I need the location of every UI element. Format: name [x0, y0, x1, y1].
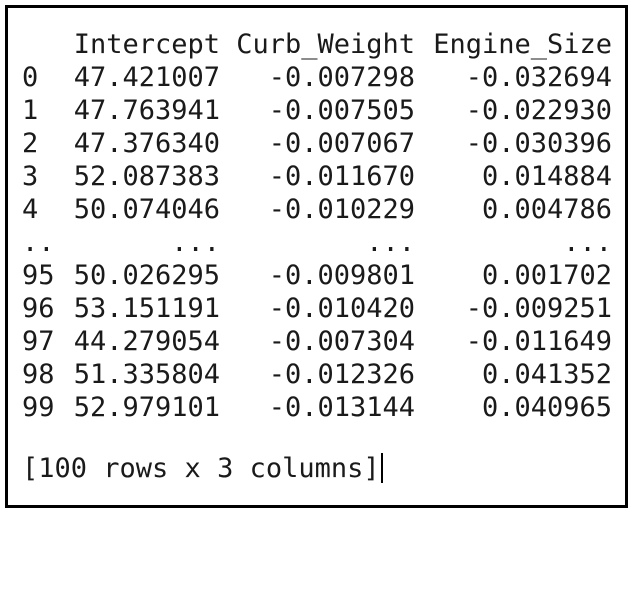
intercept-cell: 44.279054 [73, 326, 220, 357]
intercept-cell: 52.979101 [73, 392, 220, 423]
curb-weight-cell: ... [366, 227, 415, 258]
row-index: 1 [22, 95, 39, 126]
table-row: 98 51.335804 -0.012326 0.041352 [8, 358, 625, 391]
column-header-curb-weight: Curb_Weight [236, 29, 415, 60]
engine-size-cell: -0.032694 [465, 62, 612, 93]
table-row: 99 52.979101 -0.013144 0.040965 [8, 391, 625, 424]
column-header-engine-size: Engine_Size [433, 29, 612, 60]
row-index: 98 [22, 359, 55, 390]
table-header-row: Intercept Curb_Weight Engine_Size [8, 28, 625, 61]
row-index: 96 [22, 293, 55, 324]
row-index: 95 [22, 260, 55, 291]
curb-weight-cell: -0.010420 [268, 293, 415, 324]
engine-size-cell: -0.030396 [465, 128, 612, 159]
intercept-cell: 52.087383 [73, 161, 220, 192]
intercept-cell: 53.151191 [73, 293, 220, 324]
engine-size-cell: 0.001702 [481, 260, 612, 291]
engine-size-cell: -0.022930 [465, 95, 612, 126]
table-row: 97 44.279054 -0.007304 -0.011649 [8, 325, 625, 358]
table-row: 1 47.763941 -0.007505 -0.022930 [8, 94, 625, 127]
engine-size-cell: -0.009251 [465, 293, 612, 324]
column-header-intercept: Intercept [73, 29, 220, 60]
intercept-cell: 47.421007 [73, 62, 220, 93]
intercept-cell: 50.074046 [73, 194, 220, 225]
curb-weight-cell: -0.010229 [268, 194, 415, 225]
intercept-cell: 47.376340 [73, 128, 220, 159]
curb-weight-cell: -0.011670 [268, 161, 415, 192]
table-shape-summary: [100 rows x 3 columns] [22, 452, 383, 485]
engine-size-cell: -0.011649 [465, 326, 612, 357]
table-row: 2 47.376340 -0.007067 -0.030396 [8, 127, 625, 160]
engine-size-cell: 0.040965 [481, 392, 612, 423]
row-index: 3 [22, 161, 39, 192]
table-row: 95 50.026295 -0.009801 0.001702 [8, 259, 625, 292]
curb-weight-cell: -0.013144 [268, 392, 415, 423]
curb-weight-cell: -0.007505 [268, 95, 415, 126]
row-index: 99 [22, 392, 55, 423]
intercept-cell: 50.026295 [73, 260, 220, 291]
console-output-frame: Intercept Curb_Weight Engine_Size 0 47.4… [5, 5, 628, 508]
curb-weight-cell: -0.007067 [268, 128, 415, 159]
engine-size-cell: 0.014884 [481, 161, 612, 192]
row-index: 0 [22, 62, 39, 93]
row-index: 4 [22, 194, 39, 225]
table-ellipsis-row: .. ... ... ... [8, 226, 625, 259]
intercept-cell: 51.335804 [73, 359, 220, 390]
table-row: 0 47.421007 -0.007298 -0.032694 [8, 61, 625, 94]
curb-weight-cell: -0.007304 [268, 326, 415, 357]
engine-size-cell: ... [563, 227, 612, 258]
engine-size-cell: 0.004786 [481, 194, 612, 225]
summary-text: [100 rows x 3 columns] [22, 453, 380, 484]
row-index: .. [22, 227, 55, 258]
text-cursor [380, 452, 383, 483]
table-row: 4 50.074046 -0.010229 0.004786 [8, 193, 625, 226]
intercept-cell: 47.763941 [73, 95, 220, 126]
curb-weight-cell: -0.007298 [268, 62, 415, 93]
table-row: 3 52.087383 -0.011670 0.014884 [8, 160, 625, 193]
dataframe-output: Intercept Curb_Weight Engine_Size 0 47.4… [8, 8, 625, 505]
row-index: 2 [22, 128, 39, 159]
curb-weight-cell: -0.012326 [268, 359, 415, 390]
row-index: 97 [22, 326, 55, 357]
table-row: 96 53.151191 -0.010420 -0.009251 [8, 292, 625, 325]
curb-weight-cell: -0.009801 [268, 260, 415, 291]
intercept-cell: ... [171, 227, 220, 258]
engine-size-cell: 0.041352 [481, 359, 612, 390]
